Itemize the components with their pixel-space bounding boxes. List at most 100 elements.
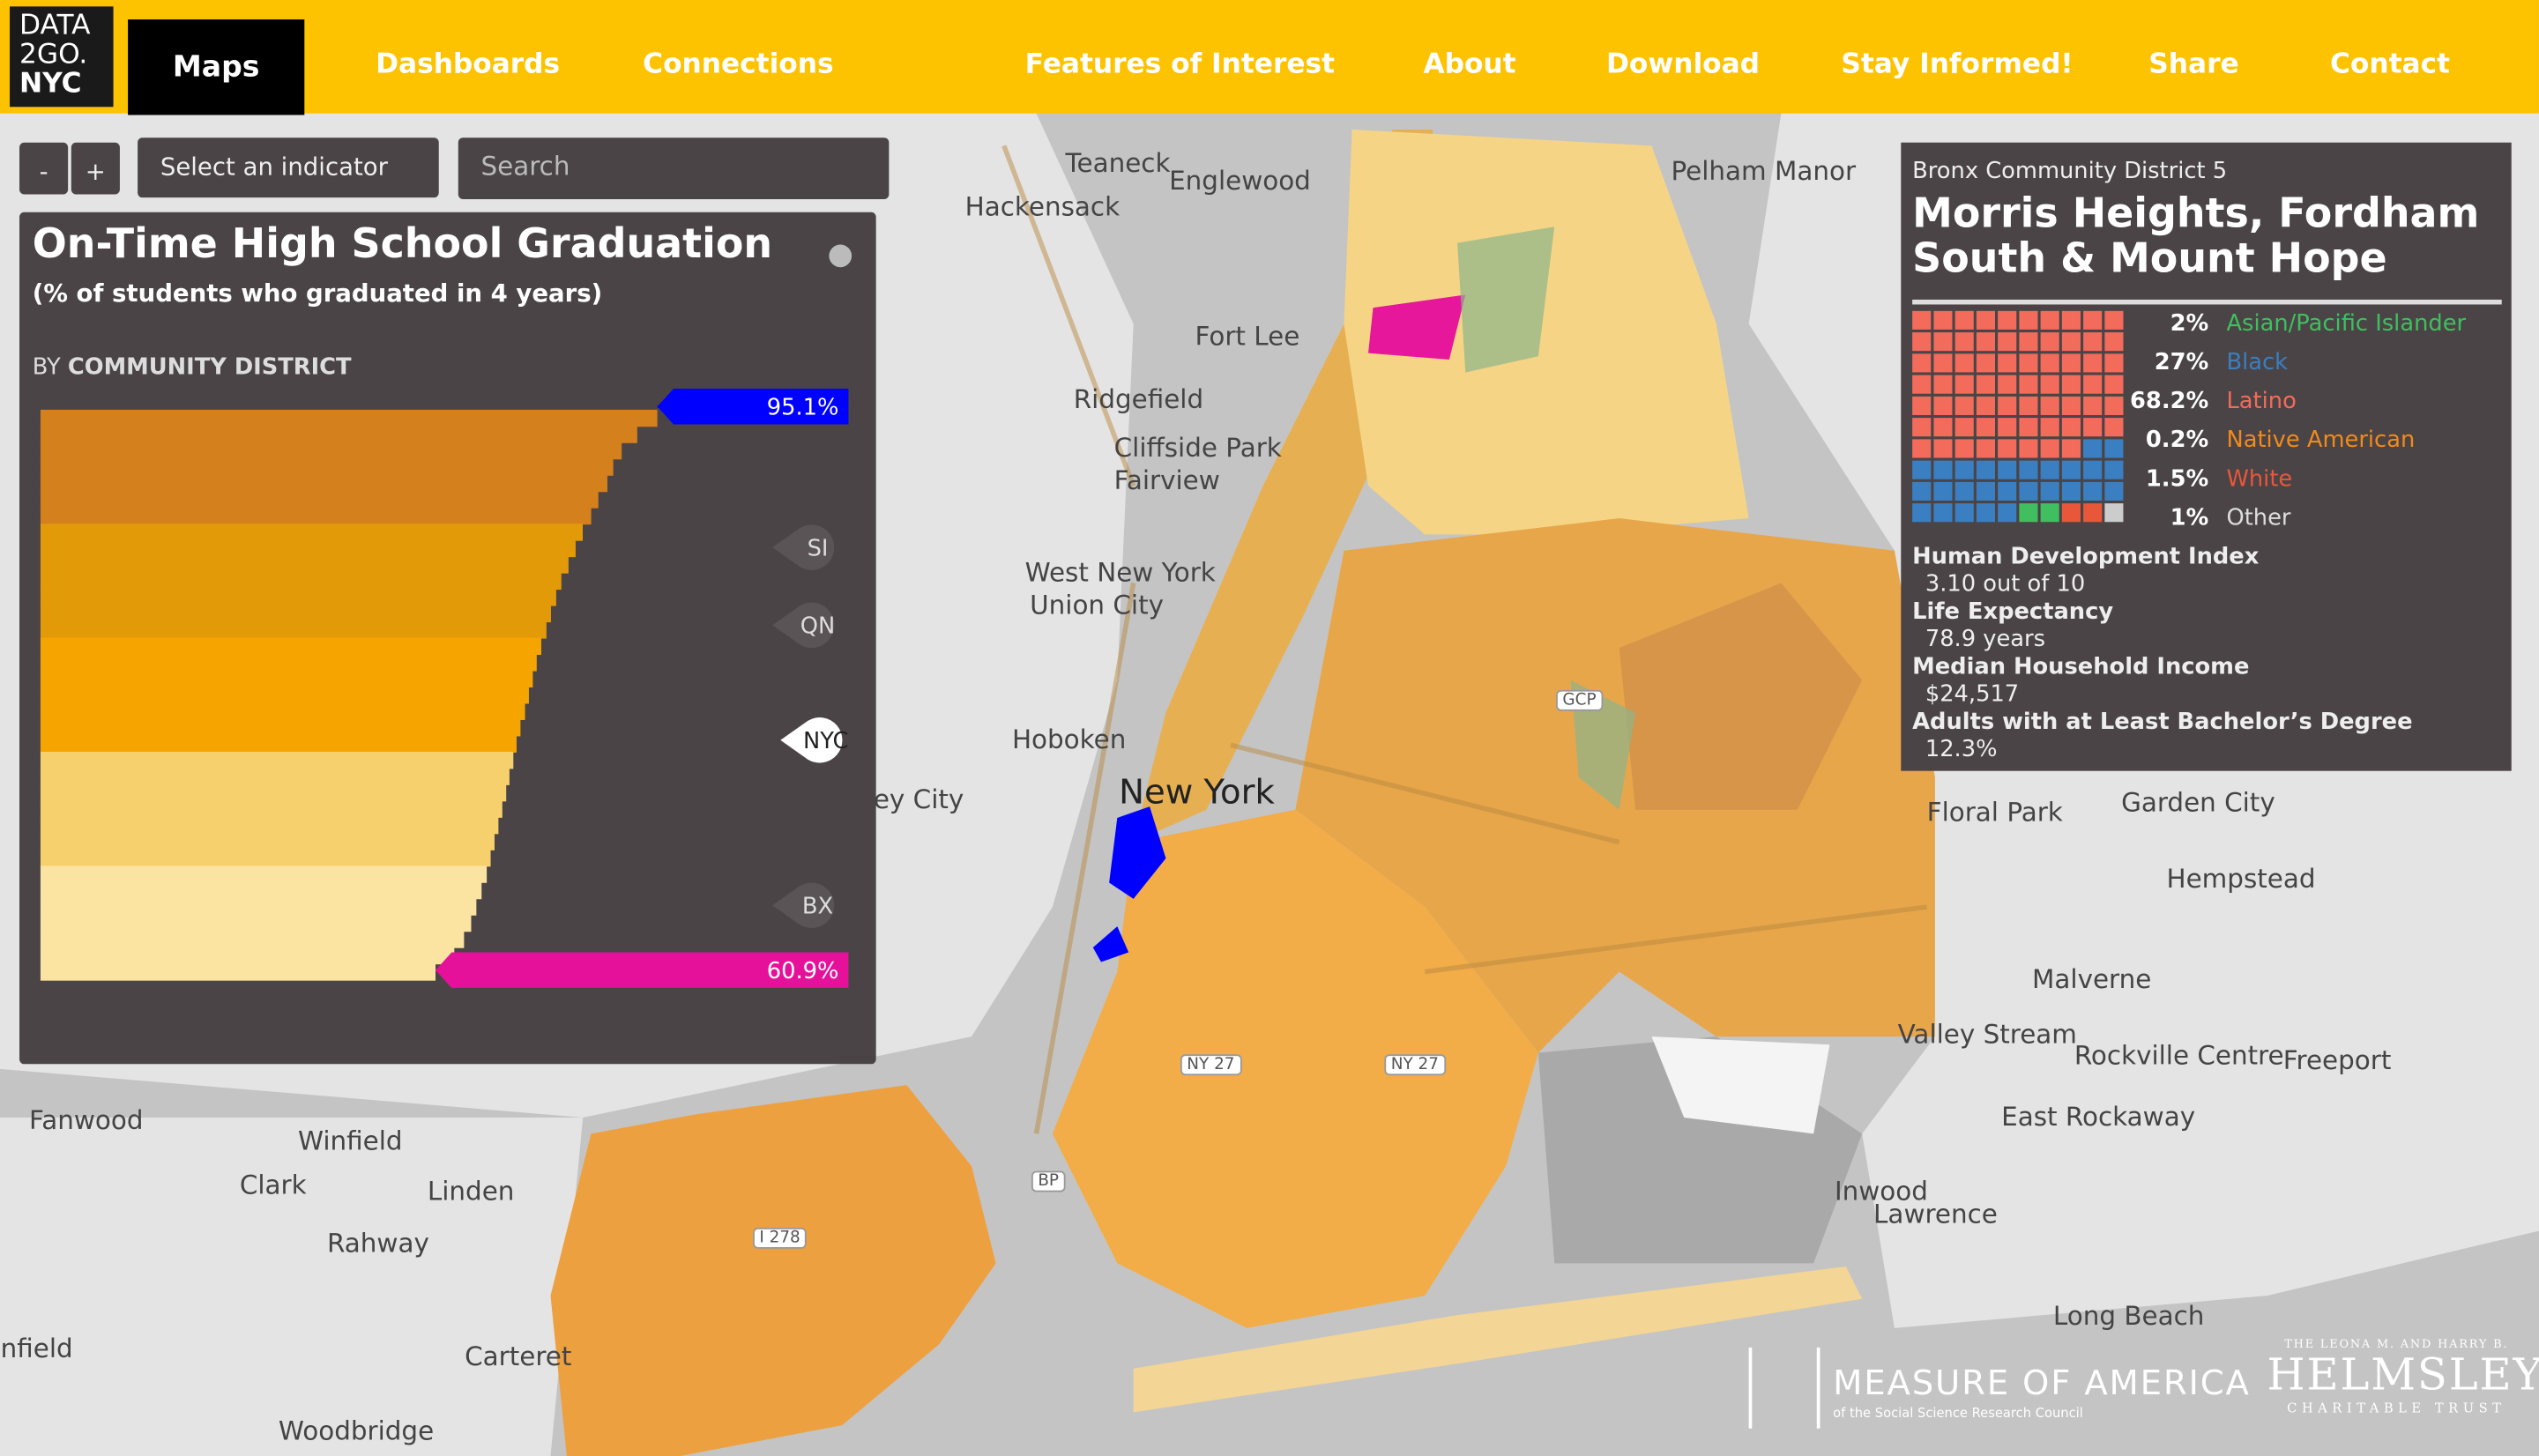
waffle-cell [1998, 310, 2017, 330]
waffle-cell [1976, 396, 1995, 415]
map-label: Long Beach [2052, 1300, 2205, 1332]
waffle-cell [1998, 375, 2017, 394]
waffle-cell [2061, 439, 2081, 458]
map-label: West New York [1024, 557, 1216, 589]
road-badge: NY 27 [1384, 1054, 1446, 1076]
waffle-cell [2083, 439, 2103, 458]
waffle-cell [2083, 460, 2103, 479]
nav-item[interactable]: Share [2148, 48, 2239, 81]
waffle-cell [1933, 353, 1953, 373]
indicator-panel: On-Time High School Graduation (% of stu… [19, 212, 876, 1065]
nav-item[interactable]: Dashboards [376, 48, 561, 81]
unit-label: COMMUNITY DISTRICT [67, 354, 352, 381]
waffle-cell [2104, 418, 2124, 437]
waffle-cell [1955, 418, 1974, 437]
map-label: Freeport [2282, 1044, 2392, 1076]
nav-item[interactable]: Stay Informed! [1841, 48, 2074, 81]
waffle-cell [1933, 418, 1953, 437]
bar [40, 800, 503, 818]
nav-maps[interactable]: Maps [128, 19, 305, 115]
map-label: Woodbridge [278, 1415, 435, 1446]
waffle-cell [1933, 481, 1953, 501]
district-name: Morris Heights, Fordham South & Mount Ho… [1912, 189, 2480, 282]
waffle-cell [2061, 332, 2081, 352]
waffle-cell [2061, 460, 2081, 479]
waffle-cell [2083, 503, 2103, 523]
waffle-chart: 2% Asian/Pacific Islander 27% Black 68.2% Lat… [1912, 310, 2467, 531]
borough-marker-shape [772, 524, 835, 570]
map-label: Winfield [297, 1125, 403, 1157]
stat-label: Human Development Index [1912, 544, 2260, 570]
legend-label: Latino [2226, 388, 2296, 414]
district-id: Bronx Community District 5 [1912, 159, 2228, 185]
nav-item[interactable]: About [1423, 48, 1516, 81]
map-label: Rockville Centre [2074, 1039, 2284, 1071]
bar [40, 898, 477, 916]
bar [40, 605, 551, 623]
bar [40, 442, 622, 460]
map-label: Englewood [1169, 165, 1311, 197]
waffle-cell [1976, 439, 1995, 458]
stat-label: Median Household Income [1912, 654, 2250, 680]
waffle-cell [1998, 439, 2017, 458]
map-label: Clark [239, 1169, 307, 1200]
waffle-cell [2061, 481, 2081, 501]
waffle-cell [1976, 332, 1995, 352]
zoom-out[interactable]: - [19, 142, 69, 195]
borough-marker: SI [808, 535, 829, 561]
waffle-cell [1976, 460, 1995, 479]
map-label: Lawrence [1873, 1198, 1998, 1229]
nav-item[interactable]: Features of Interest [1024, 48, 1336, 81]
waffle-cell [2104, 310, 2124, 330]
bar [40, 637, 541, 656]
borough-marker-shape [772, 882, 835, 928]
bar [40, 589, 556, 606]
bar [40, 833, 495, 851]
map-label: Fanwood [29, 1104, 144, 1136]
helmsley-top: THE LEONA M. AND HARRY B. [2284, 1337, 2509, 1351]
map-label: Fort Lee [1195, 320, 1300, 352]
legend-value: 1.5% [2146, 465, 2208, 492]
waffle-cell [1912, 396, 1932, 415]
waffle-cell [1955, 310, 1974, 330]
logo[interactable]: DATA 2GO. NYC [10, 6, 114, 108]
nav-bar: DATA 2GO. NYC Maps Dashboards Connections Fe… [0, 0, 2539, 115]
map-label: Ridgefield [1073, 383, 1204, 415]
waffle-cell [2083, 481, 2103, 501]
bar [40, 865, 488, 883]
waffle-cell [2019, 353, 2038, 373]
value-label: 95.1% [767, 394, 839, 420]
waffle-cell [1976, 310, 1995, 330]
bar [40, 914, 472, 932]
panel-subtitle: (% of students who graduated in 4 years) [32, 279, 603, 308]
logo-line: 2GO. [19, 39, 88, 71]
waffle-cell [1998, 332, 2017, 352]
bar [40, 621, 547, 639]
waffle-cell [1998, 460, 2017, 479]
zoom-in[interactable]: + [71, 142, 120, 195]
waffle-cell [1955, 353, 1974, 373]
logo-line: NYC [19, 68, 82, 100]
search-box[interactable]: Search [458, 137, 890, 200]
waffle-cell [1955, 375, 1974, 394]
waffle-cell [2104, 460, 2124, 479]
nav-item[interactable]: Download [1606, 48, 1761, 81]
value-tag [657, 389, 849, 425]
road-badge: GCP [1556, 689, 1603, 711]
stat-label: Adults with at Least Bachelor’s Degree [1912, 709, 2413, 736]
info-icon[interactable] [829, 244, 853, 268]
waffle-cell [1912, 353, 1932, 373]
map-label: Floral Park [1926, 797, 2063, 828]
waffle-cell [2104, 439, 2124, 458]
waffle-cell [2019, 418, 2038, 437]
nav-item[interactable]: Contact [2330, 48, 2451, 81]
nav-item[interactable]: Connections [643, 48, 834, 81]
borough-marker: BX [802, 893, 833, 919]
indicator-select[interactable]: Select an indicator [138, 137, 439, 198]
bar [40, 784, 507, 802]
waffle-cell [1998, 418, 2017, 437]
waffle-cell [2040, 460, 2059, 479]
bar [40, 556, 569, 574]
waffle-cell [1955, 503, 1974, 523]
moa-logo: MEASURE OF AMERICA of the Social Science… [1748, 1347, 2249, 1445]
